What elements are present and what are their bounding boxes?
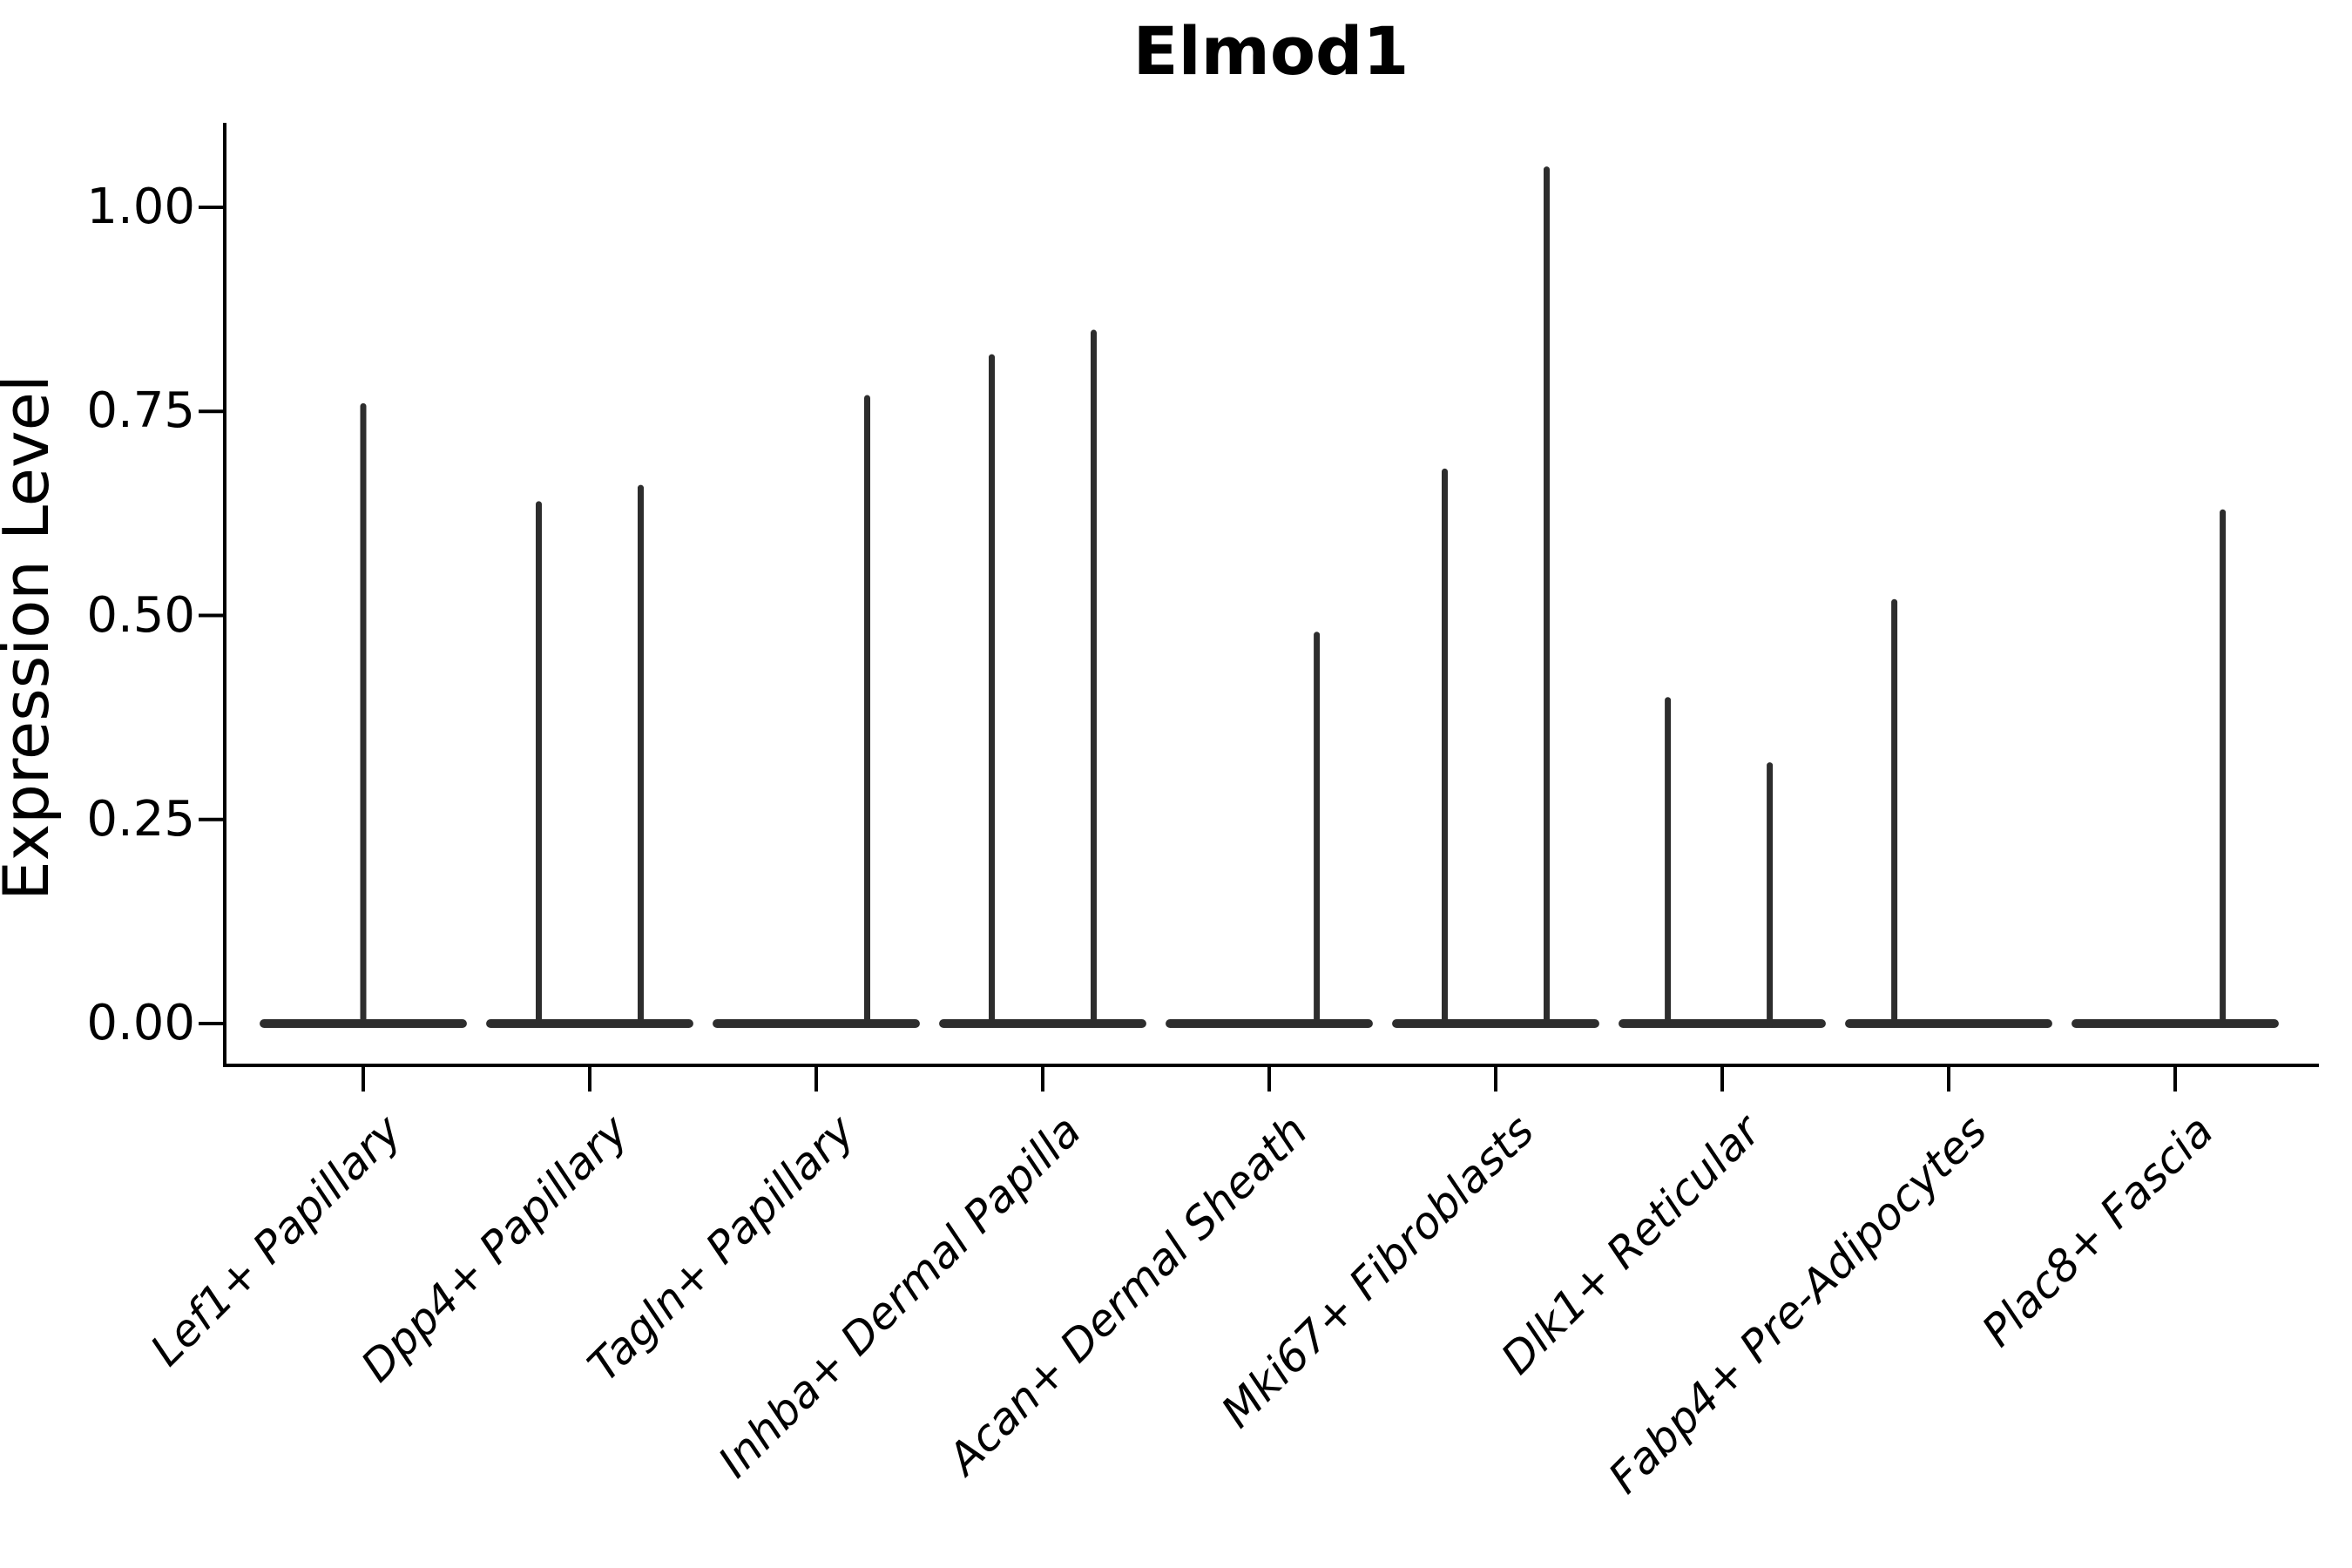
y-tick-label: 0.75 <box>86 382 195 440</box>
y-tick-mark <box>199 613 223 618</box>
chart-title: Elmod1 <box>1132 12 1409 90</box>
violin-spike <box>1314 632 1321 1028</box>
y-tick-label: 0.25 <box>86 790 195 848</box>
violin-spike <box>2220 509 2227 1028</box>
y-tick-label: 0.00 <box>86 995 195 1051</box>
violin-base <box>1166 1019 1373 1028</box>
violin-spike <box>1767 762 1774 1028</box>
y-axis-spine <box>223 123 226 1067</box>
x-tick-mark <box>1720 1067 1724 1092</box>
y-tick-mark <box>199 817 223 821</box>
violin-spike <box>864 395 870 1028</box>
y-tick-label: 0.50 <box>86 586 195 644</box>
violin-spike <box>1891 598 1898 1028</box>
violin-base <box>939 1019 1146 1028</box>
x-tick-mark <box>2173 1067 2177 1092</box>
violin-spike <box>1091 329 1097 1028</box>
violin-base <box>486 1019 693 1028</box>
violin-base <box>1619 1019 1826 1028</box>
y-tick-mark <box>199 206 223 209</box>
violin-spike <box>360 402 367 1028</box>
violin-spike <box>638 484 644 1028</box>
y-tick-mark <box>199 409 223 414</box>
x-tick-mark <box>1494 1067 1497 1092</box>
x-tick-mark <box>1041 1067 1044 1092</box>
violin-spike <box>1665 697 1672 1028</box>
x-tick-mark <box>588 1067 591 1092</box>
violin-spike <box>1442 468 1448 1028</box>
violin-base <box>2072 1019 2279 1028</box>
y-tick-mark <box>199 1022 223 1025</box>
x-tick-mark <box>362 1067 365 1092</box>
x-tick-mark <box>814 1067 818 1092</box>
x-tick-mark <box>1267 1067 1271 1092</box>
y-tick-label: 1.00 <box>86 179 195 235</box>
violin-spike <box>536 501 542 1028</box>
violin-spike <box>989 354 995 1028</box>
violin-base <box>713 1019 920 1028</box>
violin-base <box>1845 1019 2052 1028</box>
x-axis-spine <box>223 1064 2319 1067</box>
x-tick-mark <box>1947 1067 1950 1092</box>
violin-base <box>1392 1019 1599 1028</box>
violin-spike <box>1544 166 1550 1028</box>
